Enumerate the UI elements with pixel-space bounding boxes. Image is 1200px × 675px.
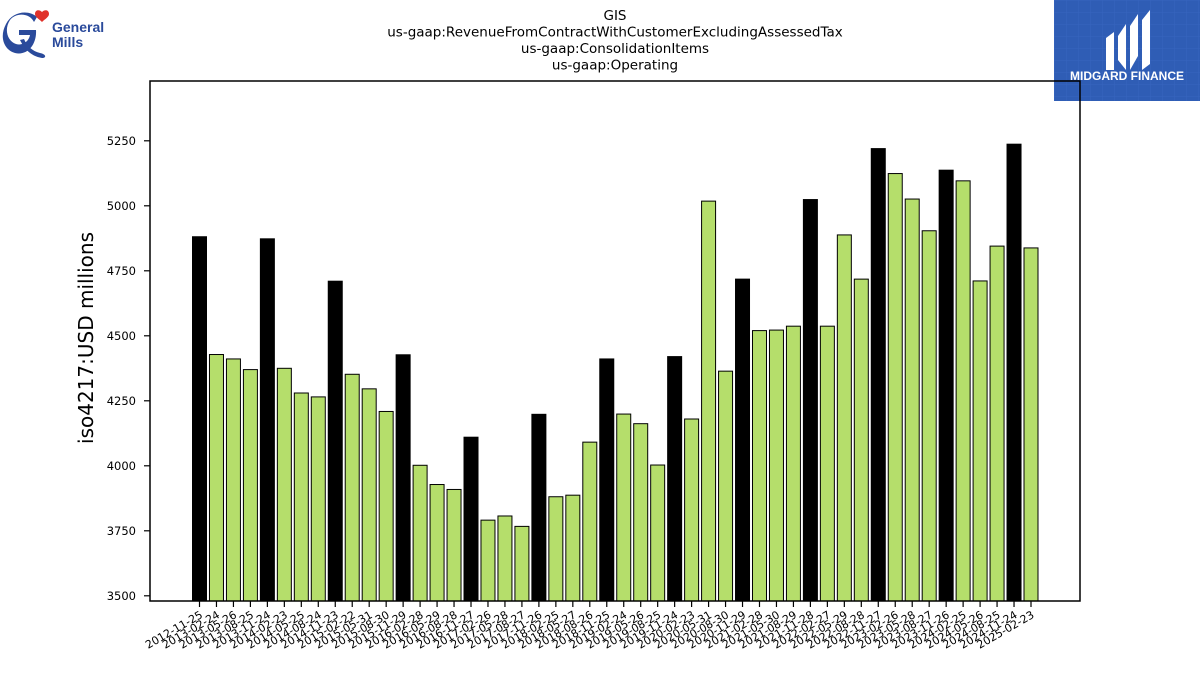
- bar: [344, 373, 360, 602]
- bar: [735, 278, 751, 602]
- bar: [446, 488, 462, 602]
- bar: [718, 370, 734, 602]
- bar: [293, 392, 309, 602]
- y-tick-label: 4250: [107, 394, 136, 408]
- chart-title-line: GIS: [603, 8, 626, 24]
- bar: [429, 484, 445, 602]
- bar: [395, 354, 411, 602]
- bar: [1006, 143, 1022, 602]
- x-axis: 2012-11-252013-02-242013-05-262013-08-25…: [143, 601, 1037, 652]
- y-axis: 3500 3750 4000 4250 4500 4750 5000 5250: [107, 134, 150, 603]
- bar: [582, 441, 598, 602]
- y-tick-label: 4500: [107, 329, 136, 343]
- bar: [480, 519, 496, 602]
- bar: [412, 464, 428, 602]
- bar: [650, 464, 666, 602]
- y-axis-label: iso4217:USD millions: [74, 232, 98, 444]
- bar: [667, 356, 683, 602]
- bar: [751, 330, 767, 602]
- midgard-mark-icon: [1106, 10, 1150, 70]
- bar: [1023, 247, 1039, 602]
- bar: [972, 280, 988, 602]
- y-tick-label: 5250: [107, 134, 136, 148]
- bar: [497, 515, 513, 602]
- bar: [361, 388, 377, 602]
- bar: [768, 329, 784, 602]
- heart-icon: [35, 10, 49, 22]
- bar: [938, 169, 954, 602]
- bar: [565, 494, 581, 602]
- y-tick-label: 4750: [107, 264, 136, 278]
- bar: [259, 238, 275, 602]
- plot-frame: [149, 80, 1081, 602]
- bar: [548, 496, 564, 602]
- bar: [853, 278, 869, 602]
- bar: [208, 354, 224, 602]
- bar: [310, 396, 326, 602]
- bar: [955, 180, 971, 602]
- chart-title: GISus-gaap:RevenueFromContractWithCustom…: [387, 8, 843, 74]
- bar: [192, 236, 207, 602]
- general-mills-logo: General Mills: [2, 10, 104, 58]
- bar: [887, 173, 903, 602]
- bar: [599, 358, 615, 602]
- bar: [378, 410, 394, 602]
- y-tick-label: 4000: [107, 459, 136, 473]
- bar: [904, 198, 920, 602]
- bars-group: [192, 143, 1039, 602]
- bar: [819, 325, 835, 602]
- chart-title-line: us-gaap:Operating: [552, 58, 678, 74]
- midgard-finance-logo: MIDGARD FINANCE: [1054, 0, 1200, 101]
- midgard-logo-text: MIDGARD FINANCE: [1070, 69, 1184, 83]
- bar: [225, 358, 241, 602]
- bar: [616, 413, 632, 602]
- bar: [633, 423, 649, 602]
- bar: [684, 418, 700, 602]
- general-mills-g-mark-icon: [2, 12, 46, 58]
- y-tick-label: 3500: [107, 589, 136, 603]
- gm-logo-line2: Mills: [52, 34, 83, 50]
- bar: [463, 436, 479, 602]
- y-tick-label: 5000: [107, 199, 136, 213]
- gm-logo-line1: General: [52, 19, 104, 35]
- bar: [276, 367, 292, 602]
- bar: [531, 413, 547, 602]
- chart-title-line: us-gaap:ConsolidationItems: [521, 41, 709, 57]
- y-tick-label: 3750: [107, 524, 136, 538]
- bar: [989, 245, 1005, 602]
- bar: [836, 234, 852, 602]
- chart-title-line: us-gaap:RevenueFromContractWithCustomerE…: [387, 25, 843, 41]
- bar: [785, 325, 801, 602]
- bar: [870, 148, 886, 602]
- bar: [921, 230, 937, 602]
- bar: [802, 199, 818, 602]
- bar: [327, 280, 343, 602]
- bar: [701, 200, 717, 602]
- bar: [514, 525, 530, 602]
- bar: [242, 369, 258, 602]
